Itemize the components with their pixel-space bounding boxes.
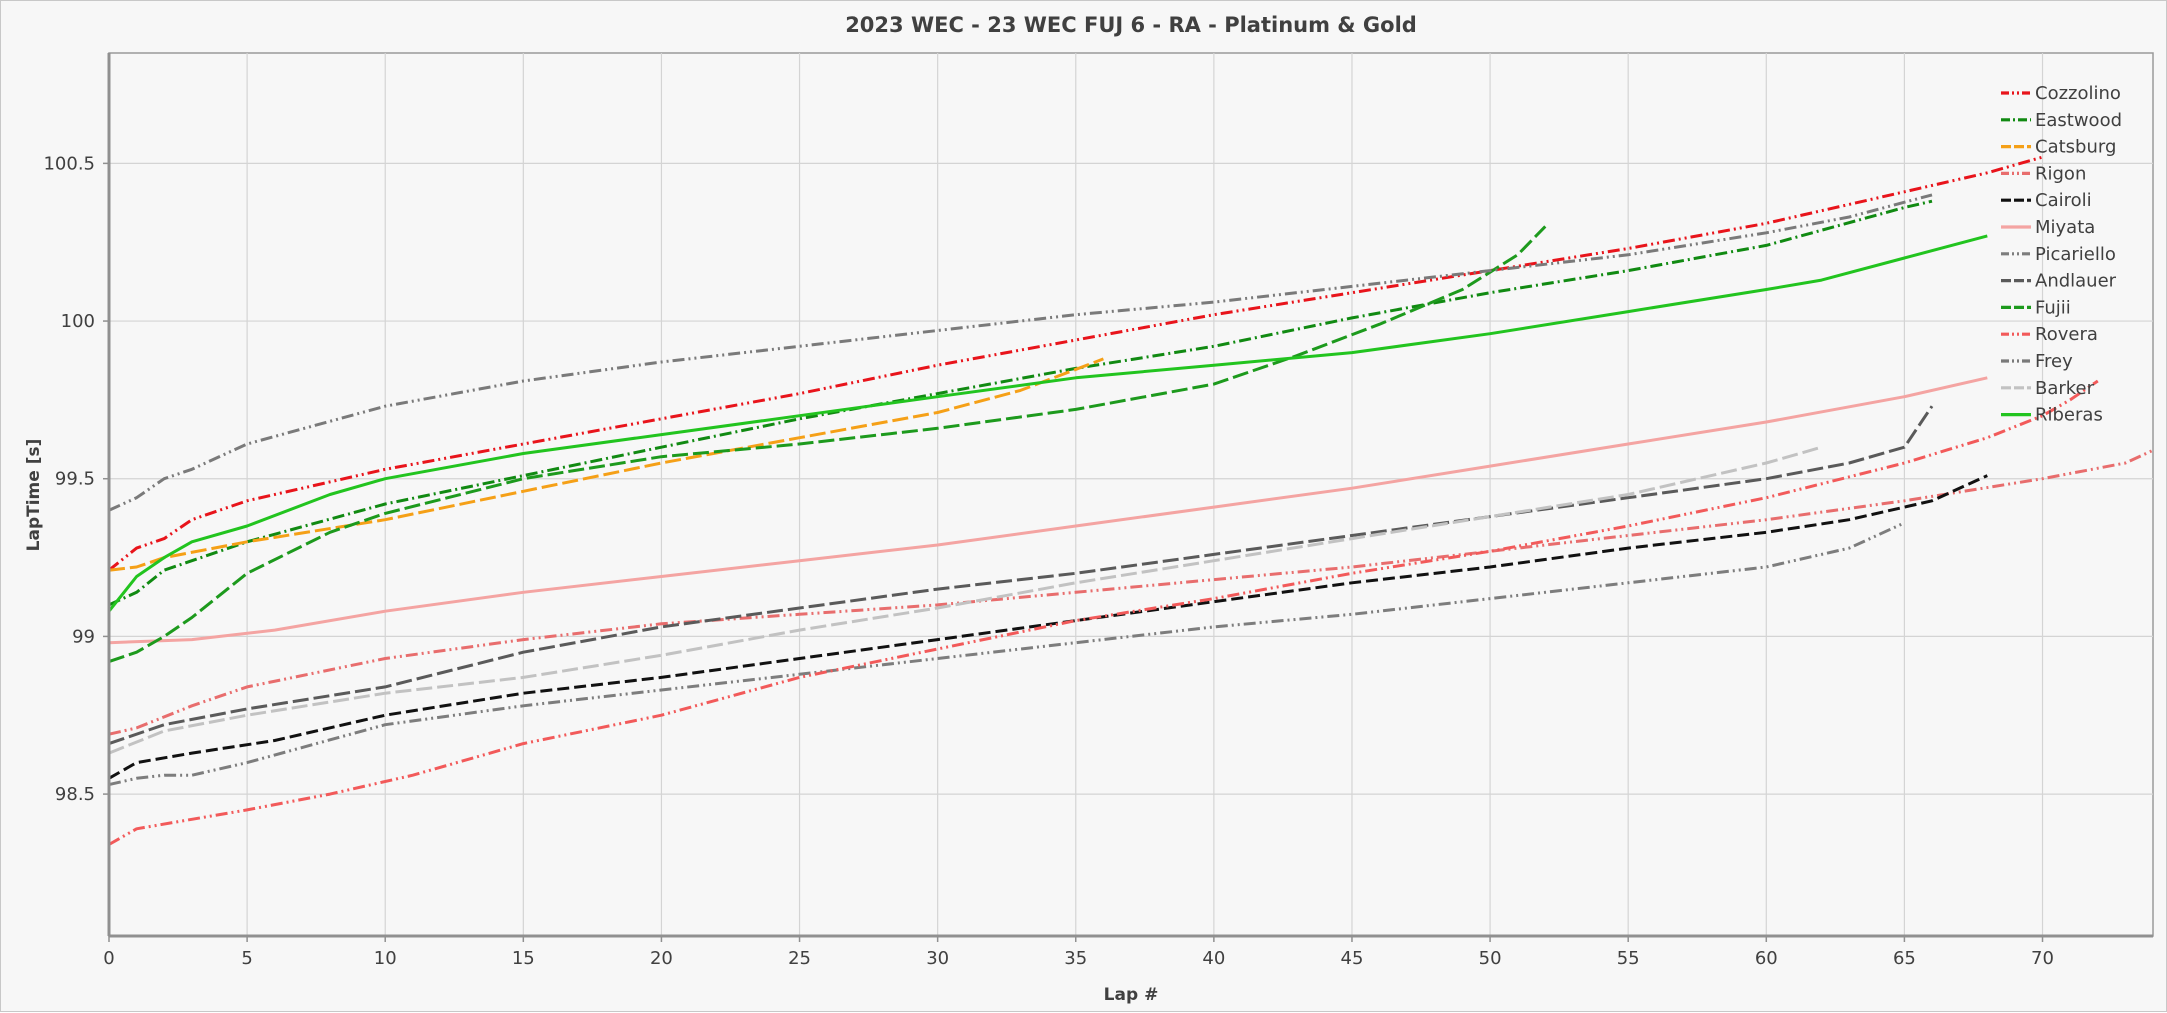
x-tick-label: 30 bbox=[926, 948, 949, 969]
legend-label: Rovera bbox=[2035, 324, 2098, 345]
legend-item-miyata[interactable]: Miyata bbox=[2001, 217, 2095, 238]
legend-item-frey[interactable]: Frey bbox=[2001, 351, 2073, 372]
legend-label: Cozzolino bbox=[2035, 83, 2121, 104]
legend-label: Eastwood bbox=[2035, 110, 2122, 131]
series-line-cairoli[interactable] bbox=[108, 474, 1988, 780]
legend-item-rigon[interactable]: Rigon bbox=[2001, 163, 2086, 184]
legend-item-cairoli[interactable]: Cairoli bbox=[2001, 190, 2092, 211]
series-line-andlauer[interactable] bbox=[108, 405, 1934, 746]
series-line-frey[interactable] bbox=[108, 193, 1933, 512]
series-line-rovera[interactable] bbox=[108, 379, 2099, 846]
legend-item-riberas[interactable]: Riberas bbox=[2001, 405, 2103, 426]
legend-label: Catsburg bbox=[2035, 137, 2116, 158]
y-tick-label: 99 bbox=[72, 626, 95, 647]
y-tick-label: 100 bbox=[61, 311, 95, 332]
x-tick-label: 60 bbox=[1755, 948, 1778, 969]
x-tick-label: 40 bbox=[1202, 948, 1225, 969]
legend[interactable]: Cozzolino Eastwood Catsburg Rigon Cairoli Miy… bbox=[2001, 83, 2122, 426]
x-tick-labels: 0 5 10 15 20 25 30 35 40 45 50 55 60 65 70 bbox=[103, 936, 2054, 969]
x-tick-label: 70 bbox=[2031, 948, 2054, 969]
x-tick-label: 0 bbox=[103, 948, 114, 969]
series-line-fujii[interactable] bbox=[108, 225, 1547, 664]
y-tick-label: 99.5 bbox=[55, 469, 95, 490]
legend-item-rovera[interactable]: Rovera bbox=[2001, 324, 2098, 345]
x-tick-label: 50 bbox=[1479, 948, 1502, 969]
legend-label: Frey bbox=[2035, 351, 2073, 372]
legend-label: Andlauer bbox=[2035, 271, 2117, 292]
chart-title: 2023 WEC - 23 WEC FUJ 6 - RA - Platinum … bbox=[845, 13, 1417, 37]
x-tick-label: 35 bbox=[1064, 948, 1087, 969]
series-line-riberas[interactable] bbox=[107, 234, 1988, 613]
x-tick-label: 5 bbox=[241, 948, 252, 969]
legend-label: Picariello bbox=[2035, 244, 2116, 265]
x-tick-label: 20 bbox=[650, 948, 673, 969]
x-tick-label: 45 bbox=[1341, 948, 1364, 969]
x-tick-label: 55 bbox=[1617, 948, 1640, 969]
legend-label: Barker bbox=[2035, 378, 2095, 399]
x-tick-label: 65 bbox=[1893, 948, 1916, 969]
y-tick-label: 100.5 bbox=[43, 153, 95, 174]
x-tick-label: 25 bbox=[788, 948, 811, 969]
legend-item-fujii[interactable]: Fujii bbox=[2001, 297, 2071, 318]
legend-label: Cairoli bbox=[2035, 190, 2092, 211]
y-tick-labels: 98.5 99 99.5 100 100.5 bbox=[43, 153, 109, 805]
legend-item-barker[interactable]: Barker bbox=[2001, 378, 2095, 399]
legend-label: Riberas bbox=[2035, 405, 2103, 426]
legend-label: Rigon bbox=[2035, 163, 2086, 184]
series-line-eastwood[interactable] bbox=[108, 199, 1933, 607]
series-line-rigon[interactable] bbox=[108, 448, 2154, 736]
legend-item-eastwood[interactable]: Eastwood bbox=[2001, 110, 2122, 131]
y-tick-label: 98.5 bbox=[55, 784, 95, 805]
legend-item-picariello[interactable]: Picariello bbox=[2001, 244, 2116, 265]
series-line-barker[interactable] bbox=[108, 445, 1822, 755]
legend-item-andlauer[interactable]: Andlauer bbox=[2001, 271, 2117, 292]
series-line-catsburg[interactable] bbox=[108, 357, 1104, 572]
x-axis-title: Lap # bbox=[1104, 985, 1159, 1005]
y-axis-title: LapTime [s] bbox=[24, 439, 44, 552]
plot-area bbox=[108, 52, 2154, 937]
legend-label: Fujii bbox=[2035, 297, 2071, 318]
series-line-picariello[interactable] bbox=[108, 521, 1906, 787]
grid-lines bbox=[109, 53, 2153, 936]
series-layer bbox=[107, 155, 2154, 846]
x-tick-label: 15 bbox=[512, 948, 535, 969]
series-line-miyata[interactable] bbox=[108, 376, 1988, 645]
legend-item-cozzolino[interactable]: Cozzolino bbox=[2001, 83, 2121, 104]
legend-item-catsburg[interactable]: Catsburg bbox=[2001, 137, 2116, 158]
legend-label: Miyata bbox=[2035, 217, 2095, 238]
x-tick-label: 10 bbox=[374, 948, 397, 969]
